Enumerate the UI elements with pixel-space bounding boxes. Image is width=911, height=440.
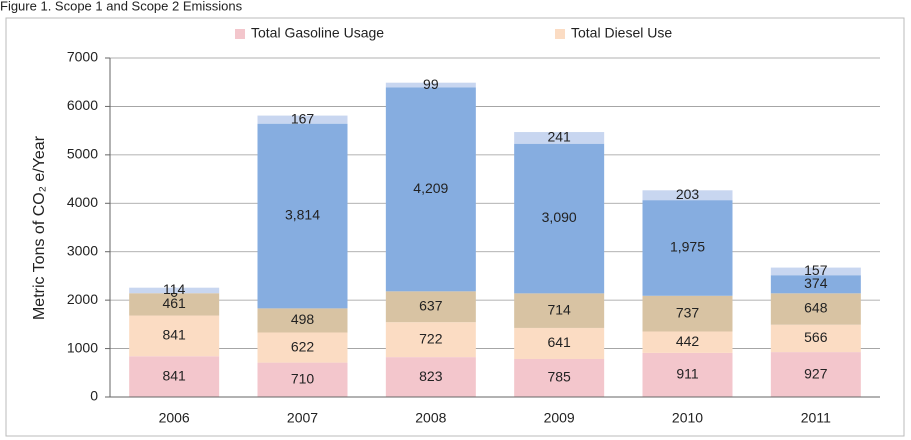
x-tick-label: 2007: [287, 410, 318, 426]
x-tick-label: 2011: [801, 410, 831, 426]
bar-segment: [770, 293, 861, 325]
data-label: 911: [676, 366, 699, 382]
bar-segment: [385, 291, 476, 323]
bar-segment: [385, 357, 476, 397]
data-label: 3,090: [542, 209, 577, 225]
x-tick-label: 2006: [159, 410, 190, 426]
bar-segment: [257, 123, 348, 309]
y-tick-label: 6000: [67, 97, 98, 113]
chart-title: Figure 1. Scope 1 and Scope 2 Emissions: [0, 0, 243, 13]
y-tick-label: 1000: [67, 339, 98, 355]
x-tick-label: 2009: [544, 410, 575, 426]
data-label: 566: [804, 329, 828, 345]
data-label: 927: [804, 365, 828, 381]
chart-frame: [5, 17, 905, 437]
data-label: 4,209: [413, 180, 448, 196]
data-label: 157: [804, 262, 828, 278]
bar-segment: [257, 308, 348, 333]
bar-segment: [514, 358, 605, 397]
bar-segment: [385, 87, 476, 292]
legend-label: Total Diesel Use: [571, 25, 672, 41]
data-label: 3,814: [285, 207, 320, 223]
bar-segment: [129, 293, 220, 316]
bar-segment: [514, 143, 605, 294]
data-label: 167: [291, 110, 315, 126]
data-label: 241: [547, 129, 571, 145]
data-label: 722: [419, 330, 443, 346]
bar-segment: [770, 324, 861, 353]
x-tick-label: 2008: [415, 410, 446, 426]
data-label: 785: [547, 369, 571, 385]
bar-segment: [642, 352, 733, 397]
data-label: 622: [291, 338, 315, 354]
bar-segment: [770, 275, 861, 294]
bar-segment: [514, 293, 605, 328]
data-label: 1,975: [670, 239, 705, 255]
legend-swatch: [555, 29, 565, 39]
data-label: 498: [291, 311, 315, 327]
bar-segment: [642, 331, 733, 353]
bar-segment: [257, 115, 348, 124]
bar-segment: [642, 200, 733, 296]
bar-segment: [257, 332, 348, 363]
bar-segment: [385, 322, 476, 358]
bar-segment: [642, 190, 733, 201]
data-label: 203: [676, 186, 700, 202]
bar-segment: [514, 327, 605, 359]
data-label: 841: [162, 367, 186, 383]
y-tick-label: 7000: [67, 49, 98, 65]
legend-label: Total Gasoline Usage: [251, 25, 384, 41]
data-label: 714: [547, 301, 571, 317]
y-tick-label: 3000: [67, 242, 98, 258]
data-label: 648: [804, 300, 828, 316]
y-tick-label: 0: [90, 388, 98, 404]
data-label: 710: [291, 371, 315, 387]
bar-segment: [129, 315, 220, 357]
data-label: 99: [423, 76, 439, 92]
data-label: 823: [419, 368, 443, 384]
data-label: 637: [419, 297, 443, 313]
bar-segment: [642, 295, 733, 332]
data-label: 442: [676, 333, 700, 349]
y-tick-label: 2000: [67, 291, 98, 307]
y-tick-label: 4000: [67, 194, 98, 210]
bar-segment: [129, 287, 220, 294]
legend-swatch: [235, 29, 245, 39]
bar-segment: [770, 352, 861, 397]
bar-segment: [770, 267, 861, 276]
bar-segment: [129, 356, 220, 397]
data-label: 841: [162, 327, 186, 343]
x-tick-label: 2010: [672, 410, 703, 426]
bar-segment: [257, 362, 348, 397]
data-label: 114: [163, 281, 186, 297]
y-axis-label: Metric Tons of CO₂ e/Year: [31, 135, 48, 320]
y-tick-label: 5000: [67, 146, 98, 162]
bar-segment: [514, 132, 605, 144]
bar-segment: [385, 82, 476, 88]
data-label: 461: [162, 295, 186, 311]
data-label: 737: [676, 304, 700, 320]
data-label: 374: [804, 275, 828, 291]
data-label: 641: [547, 334, 571, 350]
